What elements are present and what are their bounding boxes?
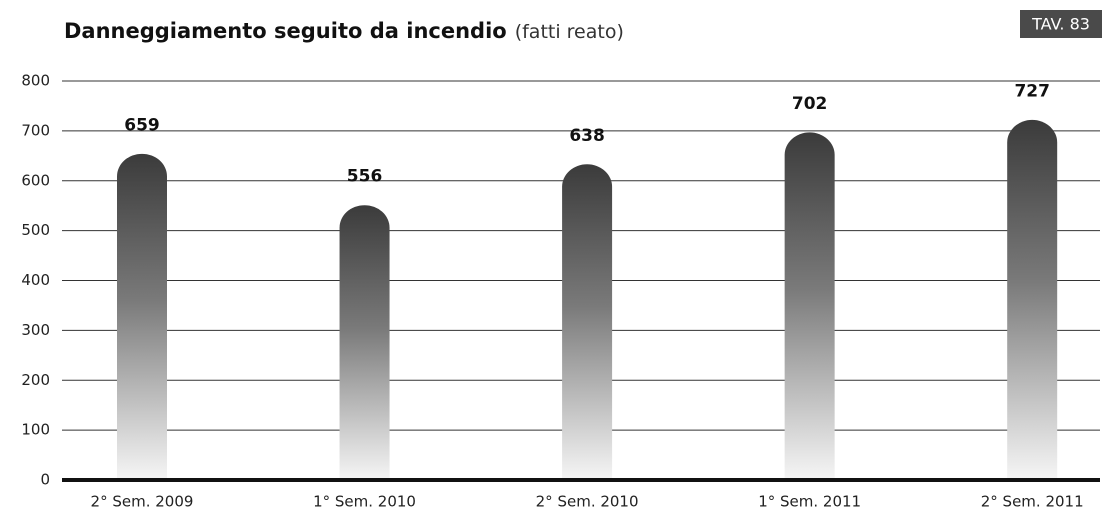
bar: [562, 164, 613, 480]
chart-title: Danneggiamento seguito da incendio (fatti…: [64, 19, 624, 43]
y-tick-label: 100: [21, 421, 50, 439]
value-label: 702: [792, 94, 828, 114]
x-tick-label: 2° Sem. 2009: [91, 493, 194, 511]
table-badge-bg: [1020, 10, 1102, 38]
bar: [1007, 119, 1058, 480]
y-tick-label: 300: [21, 321, 50, 339]
plot-area: 0 100 200 300 400 500 600 700 800 659 2° Sem. 2009…: [21, 72, 1100, 511]
y-tick-label: 800: [21, 72, 50, 90]
y-tick-label: 200: [21, 371, 50, 389]
x-tick-label: 1° Sem. 2010: [313, 493, 416, 511]
x-tick-label: 2° Sem. 2010: [536, 493, 639, 511]
y-tick-label: 600: [21, 171, 50, 189]
bar: [117, 153, 167, 480]
bar: [784, 132, 835, 481]
bar: [339, 205, 390, 481]
title-main: Danneggiamento seguito da incendio: [64, 19, 507, 43]
y-tick-label: 400: [21, 271, 50, 289]
value-label: 727: [1014, 81, 1050, 101]
y-tick-label: 700: [21, 121, 50, 139]
value-label: 638: [569, 126, 605, 146]
y-tick-label: 500: [21, 221, 50, 239]
value-label: 556: [347, 167, 383, 187]
y-tick-label: 0: [40, 471, 50, 489]
x-tick-label: 1° Sem. 2011: [758, 493, 861, 511]
value-label: 659: [124, 115, 160, 135]
x-tick-label: 2° Sem. 2011: [981, 493, 1084, 511]
table-badge: TAV. 83: [1031, 15, 1090, 34]
title-note: (fatti reato): [515, 21, 624, 43]
